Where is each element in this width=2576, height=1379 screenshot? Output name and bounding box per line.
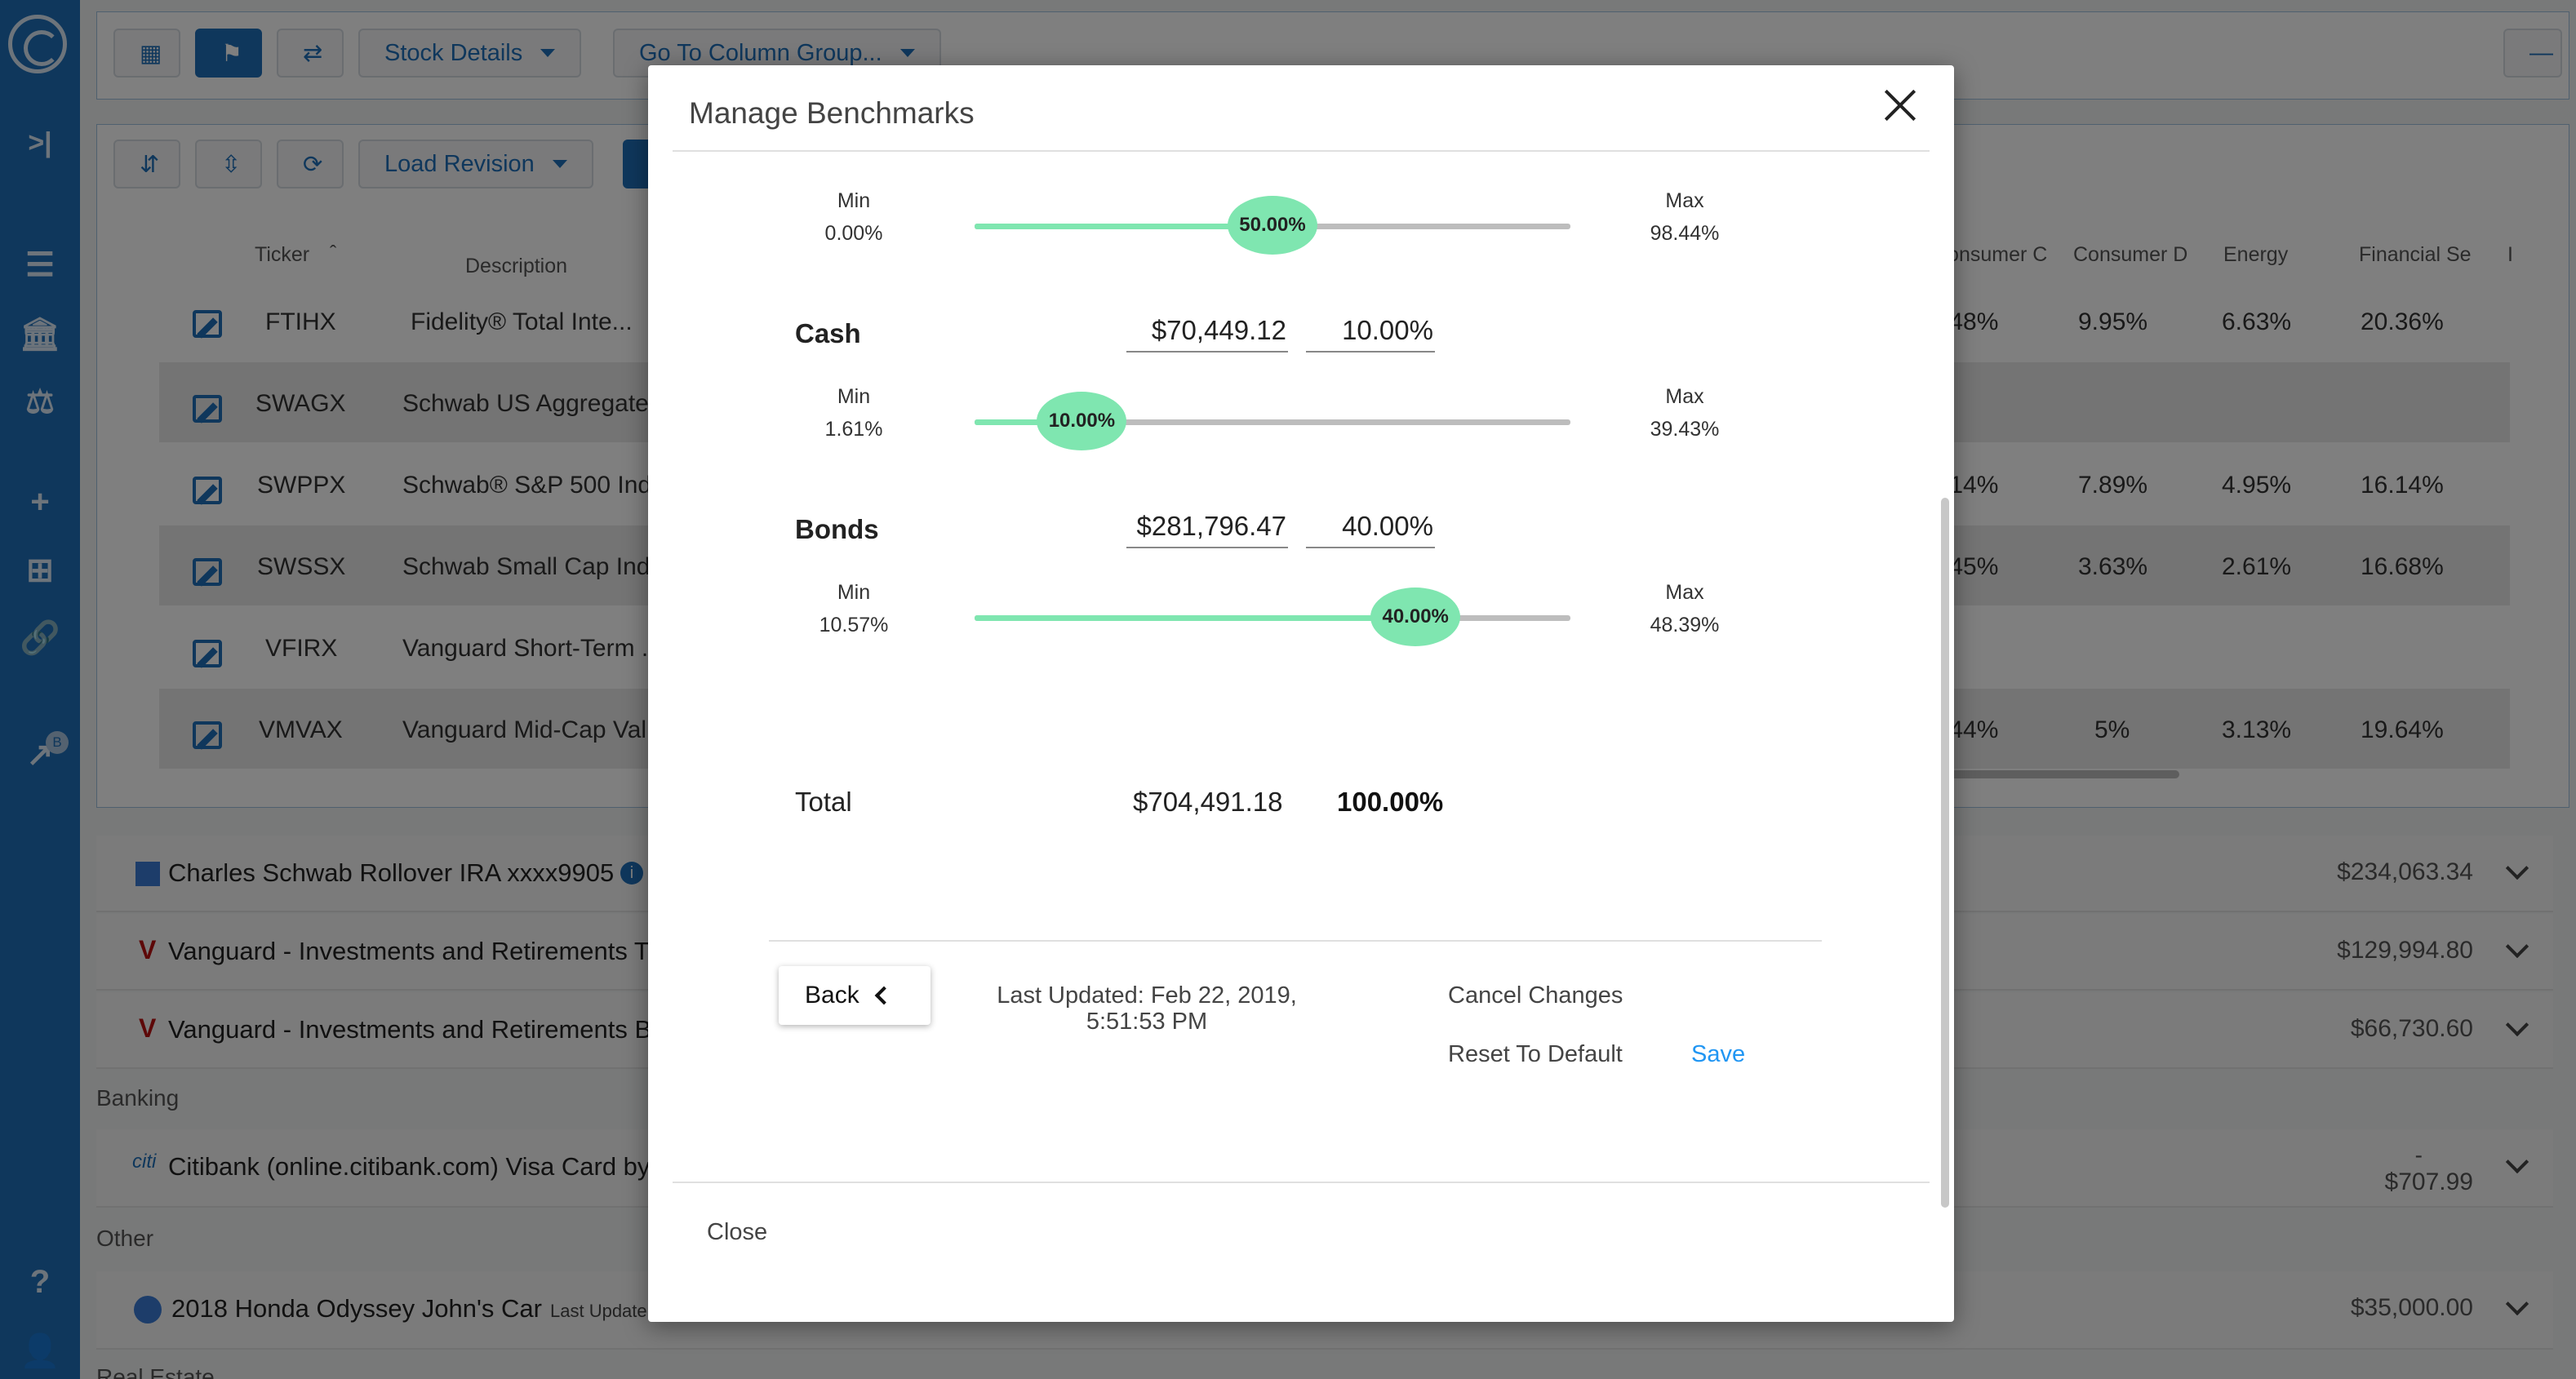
last-updated-text: Last Updated: Feb 22, 2019, 5:51:53 PM xyxy=(997,982,1297,1035)
cash-percent-input[interactable]: 10.00% xyxy=(1306,310,1435,353)
benchmark-slider[interactable]: 50.00% xyxy=(975,196,1570,255)
min-text: Min xyxy=(837,189,871,212)
max-value: 98.44% xyxy=(1650,222,1720,245)
min-text: Min xyxy=(837,385,871,408)
divider xyxy=(673,1182,1930,1183)
total-label: Total xyxy=(795,787,852,817)
min-value: 0.00% xyxy=(824,222,883,245)
total-amount: $704,491.18 xyxy=(1133,787,1283,817)
cash-slider[interactable]: 10.00% xyxy=(975,392,1570,450)
bonds-amount-input[interactable]: $281,796.47 xyxy=(1126,506,1288,548)
max-text: Max xyxy=(1665,189,1704,212)
allocation-name-cash: Cash xyxy=(795,318,861,348)
allocation-name-bonds: Bonds xyxy=(795,514,879,544)
max-value: 48.39% xyxy=(1650,614,1720,636)
divider xyxy=(769,940,1822,942)
max-label: Max 98.44% xyxy=(1628,184,1742,250)
max-text: Max xyxy=(1665,581,1704,604)
slider-thumb[interactable]: 10.00% xyxy=(1037,392,1127,450)
back-button[interactable]: Back xyxy=(779,966,930,1025)
slider-thumb[interactable]: 40.00% xyxy=(1370,588,1461,646)
min-label: Min 10.57% xyxy=(797,576,911,641)
min-value: 10.57% xyxy=(819,614,889,636)
max-value: 39.43% xyxy=(1650,418,1720,441)
slider-thumb[interactable]: 50.00% xyxy=(1228,196,1317,255)
slider-fill xyxy=(975,419,1082,425)
min-text: Min xyxy=(837,581,871,604)
max-text: Max xyxy=(1665,385,1704,408)
save-button[interactable]: Save xyxy=(1691,1041,1746,1067)
max-label: Max 39.43% xyxy=(1628,380,1742,446)
close-icon[interactable] xyxy=(1876,82,1925,131)
min-label: Min 1.61% xyxy=(797,380,911,446)
cash-amount-input[interactable]: $70,449.12 xyxy=(1126,310,1288,353)
manage-benchmarks-modal: Manage Benchmarks Min 0.00% Max 98.44% 50.… xyxy=(648,65,1954,1322)
reset-to-default-button[interactable]: Reset To Default xyxy=(1448,1041,1623,1067)
modal-scrollbar[interactable] xyxy=(1941,498,1949,1208)
chevron-left-icon xyxy=(874,986,894,1005)
close-button[interactable]: Close xyxy=(707,1219,768,1245)
modal-title: Manage Benchmarks xyxy=(689,96,975,130)
slider-fill xyxy=(975,615,1416,621)
total-percent: 100.00% xyxy=(1337,787,1444,817)
min-value: 1.61% xyxy=(824,418,883,441)
divider xyxy=(673,150,1930,152)
min-label: Min 0.00% xyxy=(797,184,911,250)
cancel-changes-button[interactable]: Cancel Changes xyxy=(1448,982,1623,1009)
back-label: Back xyxy=(805,982,859,1009)
max-label: Max 48.39% xyxy=(1628,576,1742,641)
slider-fill xyxy=(975,224,1272,229)
bonds-percent-input[interactable]: 40.00% xyxy=(1306,506,1435,548)
bonds-slider[interactable]: 40.00% xyxy=(975,588,1570,646)
